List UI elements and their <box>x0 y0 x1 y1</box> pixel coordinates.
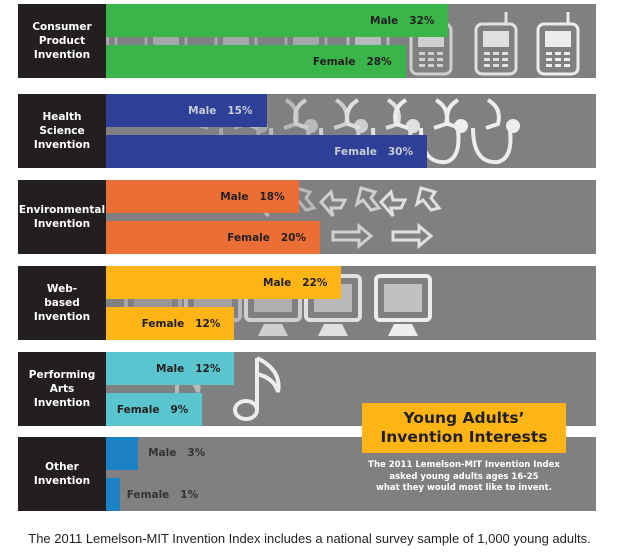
bar-male-label: Male 15% <box>188 105 252 117</box>
category-label: Health Science Invention <box>18 94 106 168</box>
cell-phone-icon <box>536 12 580 76</box>
bar-female: Female 12% <box>106 307 235 340</box>
bar-female: Female 30% <box>106 135 427 168</box>
stethoscope-icon <box>445 98 520 165</box>
bar-female: Female 9% <box>106 393 203 426</box>
series-name: Female <box>334 145 377 158</box>
category-panel: Environmental Invention Male 18% Female 2… <box>18 180 596 254</box>
bar-male: Male 15% <box>106 94 267 127</box>
category-label: Other Invention <box>18 437 106 511</box>
callout-sub-line2: asked young adults ages 16-25 <box>389 471 539 482</box>
bar-male: Male 18% <box>106 180 299 213</box>
data-label-value: 32% <box>409 14 435 27</box>
bar-female-label: Female 12% <box>142 318 221 330</box>
bar-female-label: Female 9% <box>117 404 188 416</box>
series-name: Female <box>116 403 160 416</box>
bar-female: Female 28% <box>106 45 406 78</box>
bar-female <box>106 478 120 511</box>
callout-title-line2: Invention Interests <box>380 428 548 446</box>
series-name: Female <box>227 231 270 244</box>
data-label-value: 12% <box>195 317 221 330</box>
data-label-value: 15% <box>227 104 253 117</box>
cell-phone-icon <box>474 12 518 76</box>
data-label-value: 3% <box>187 447 206 459</box>
category-label: Performing Arts Invention <box>18 352 106 426</box>
recycle-arrows-icon <box>318 186 382 250</box>
series-name: Male <box>188 104 217 117</box>
category-panel: Health Science Invention <box>18 94 596 168</box>
data-label-value: 18% <box>259 190 285 203</box>
callout-sub-line1: The 2011 Lemelson-MIT Invention Index <box>368 460 560 470</box>
data-label-value: 30% <box>387 145 413 158</box>
data-label-value: 28% <box>366 55 392 68</box>
footer-note: The 2011 Lemelson-MIT Invention Index in… <box>28 531 591 546</box>
series-name: Male <box>156 362 185 375</box>
bar-female-label: Female 1% <box>127 489 198 501</box>
recycle-arrows-icon <box>378 186 442 250</box>
category-label: Web- based Invention <box>18 266 106 340</box>
category-label: Consumer Product Invention <box>18 4 106 78</box>
callout-title-box: Young Adults’ Invention Interests <box>362 403 566 453</box>
computer-monitor-icon <box>374 274 432 336</box>
series-name: Male <box>370 14 399 27</box>
callout-title-line1: Young Adults’ <box>403 409 525 427</box>
data-label-value: 9% <box>170 403 189 416</box>
bar-male-label: Male 12% <box>156 363 220 375</box>
bar-male: Male 32% <box>106 4 449 37</box>
category-panel: Web- based Invention <box>18 266 596 340</box>
series-name: Male <box>148 447 177 459</box>
data-label-value: 20% <box>280 231 306 244</box>
bar-female: Female 20% <box>106 221 320 254</box>
callout-sub-line3: what they would most like to invent. <box>376 483 552 493</box>
data-label-value: 1% <box>180 489 199 501</box>
category-panel: Consumer Product Invention <box>18 4 596 78</box>
bar-female-label: Female 20% <box>227 232 306 244</box>
callout-subtitle: The 2011 Lemelson-MIT Invention Index as… <box>346 460 582 495</box>
series-name: Male <box>263 276 292 289</box>
music-note-icon <box>233 356 281 421</box>
bar-male-label: Male 18% <box>220 191 284 203</box>
category-label: Environmental Invention <box>18 180 106 254</box>
bar-male <box>106 437 139 470</box>
bar-male-label: Male 3% <box>148 447 205 459</box>
bar-male: Male 22% <box>106 266 342 299</box>
bar-male-label: Male 22% <box>263 277 327 289</box>
data-label-value: 12% <box>195 362 221 375</box>
bar-female-label: Female 30% <box>334 146 413 158</box>
series-name: Female <box>312 55 356 68</box>
bar-male-label: Male 32% <box>370 15 434 27</box>
data-label-value: 22% <box>302 276 328 289</box>
series-name: Female <box>126 489 170 501</box>
series-name: Male <box>220 190 249 203</box>
series-name: Female <box>141 317 185 330</box>
bar-male: Male 12% <box>106 352 235 385</box>
bar-female-label: Female 28% <box>313 56 392 68</box>
